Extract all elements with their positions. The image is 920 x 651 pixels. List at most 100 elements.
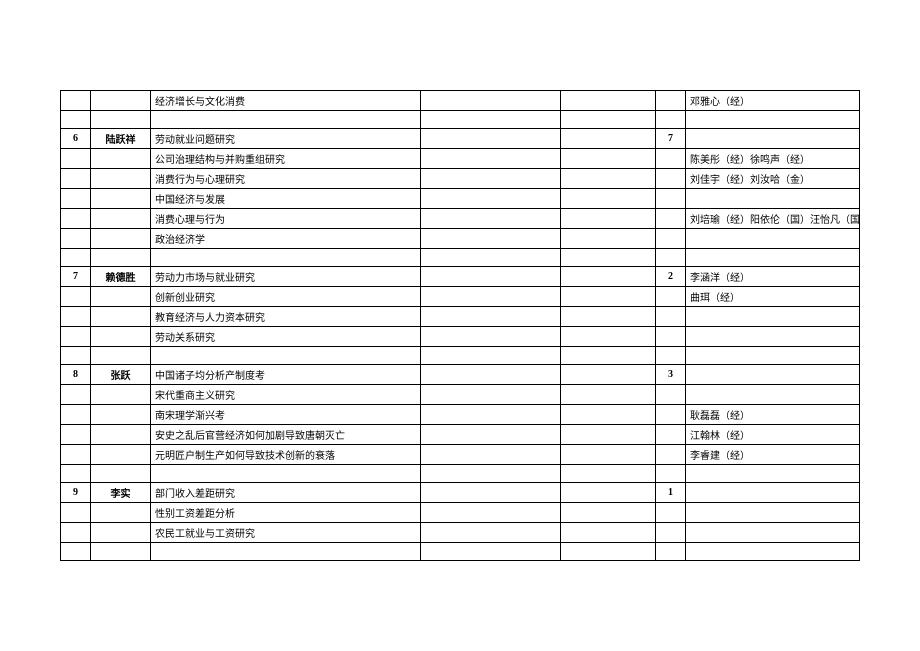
- research-topics-table: 经济增长与文化消费邓雅心（经）6陆跃祥劳动就业问题研究7公司治理结构与并购重组研…: [60, 90, 860, 561]
- cell-advisor-name: [91, 189, 151, 209]
- cell-advisor-name: 赖德胜: [91, 267, 151, 287]
- cell-count: [656, 91, 686, 111]
- cell-empty: [421, 425, 561, 445]
- cell-research-topic: 部门收入差距研究: [151, 483, 421, 503]
- cell-research-topic: 劳动就业问题研究: [151, 129, 421, 149]
- cell-advisor-name: [91, 523, 151, 543]
- cell-advisor-name: [91, 445, 151, 465]
- cell-count: 2: [656, 267, 686, 287]
- table-row: 教育经济与人力资本研究: [61, 307, 860, 327]
- cell-advisor-name: [91, 249, 151, 267]
- cell-count: [656, 523, 686, 543]
- cell-number: [61, 249, 91, 267]
- cell-count: [656, 503, 686, 523]
- cell-advisor-name: [91, 543, 151, 561]
- cell-students: [686, 327, 860, 347]
- cell-empty: [421, 91, 561, 111]
- cell-empty: [561, 209, 656, 229]
- cell-number: [61, 543, 91, 561]
- cell-empty: [421, 249, 561, 267]
- cell-students: 李睿建（经）: [686, 445, 860, 465]
- cell-empty: [421, 327, 561, 347]
- cell-students: [686, 307, 860, 327]
- table-row: 9李实部门收入差距研究1: [61, 483, 860, 503]
- cell-research-topic: 劳动关系研究: [151, 327, 421, 347]
- cell-students: 李涵洋（经）: [686, 267, 860, 287]
- table-row: 南宋理学渐兴考耿磊磊（经）: [61, 405, 860, 425]
- table-row: 8张跃中国诸子均分析产制度考3: [61, 365, 860, 385]
- cell-advisor-name: [91, 465, 151, 483]
- cell-research-topic: 公司治理结构与并购重组研究: [151, 149, 421, 169]
- cell-empty: [561, 523, 656, 543]
- cell-advisor-name: [91, 307, 151, 327]
- cell-students: [686, 347, 860, 365]
- cell-research-topic: 安史之乱后官营经济如何加剧导致唐朝灭亡: [151, 425, 421, 445]
- table-row: 消费行为与心理研究刘佳宇（经）刘汝哈（金）: [61, 169, 860, 189]
- cell-empty: [421, 149, 561, 169]
- cell-research-topic: 南宋理学渐兴考: [151, 405, 421, 425]
- cell-count: 7: [656, 129, 686, 149]
- table-row: 6陆跃祥劳动就业问题研究7: [61, 129, 860, 149]
- cell-number: [61, 327, 91, 347]
- cell-empty: [561, 189, 656, 209]
- cell-empty: [421, 523, 561, 543]
- cell-number: [61, 425, 91, 445]
- cell-count: [656, 209, 686, 229]
- cell-number: [61, 287, 91, 307]
- cell-students: [686, 249, 860, 267]
- cell-research-topic: 消费行为与心理研究: [151, 169, 421, 189]
- cell-empty: [561, 129, 656, 149]
- cell-empty: [421, 229, 561, 249]
- cell-number: [61, 209, 91, 229]
- cell-empty: [421, 405, 561, 425]
- table-row: 公司治理结构与并购重组研究 陈美彤（经）徐鸣声（经）: [61, 149, 860, 169]
- cell-empty: [421, 267, 561, 287]
- cell-empty: [561, 465, 656, 483]
- cell-advisor-name: [91, 503, 151, 523]
- cell-research-topic: [151, 249, 421, 267]
- cell-number: [61, 465, 91, 483]
- cell-empty: [421, 483, 561, 503]
- cell-empty: [561, 229, 656, 249]
- cell-number: [61, 347, 91, 365]
- cell-empty: [421, 445, 561, 465]
- cell-advisor-name: [91, 287, 151, 307]
- cell-empty: [561, 347, 656, 365]
- cell-count: 1: [656, 483, 686, 503]
- cell-research-topic: 教育经济与人力资本研究: [151, 307, 421, 327]
- table-row: 经济增长与文化消费邓雅心（经）: [61, 91, 860, 111]
- table-row: 农民工就业与工资研究: [61, 523, 860, 543]
- cell-empty: [421, 189, 561, 209]
- cell-advisor-name: [91, 169, 151, 189]
- cell-research-topic: 创新创业研究: [151, 287, 421, 307]
- cell-students: 陈美彤（经）徐鸣声（经）: [686, 149, 860, 169]
- cell-research-topic: 劳动力市场与就业研究: [151, 267, 421, 287]
- cell-empty: [561, 483, 656, 503]
- table-row: 安史之乱后官营经济如何加剧导致唐朝灭亡 江翰林（经）: [61, 425, 860, 445]
- table-row: [61, 347, 860, 365]
- cell-advisor-name: [91, 405, 151, 425]
- cell-count: [656, 189, 686, 209]
- cell-students: 江翰林（经）: [686, 425, 860, 445]
- table-row: 中国经济与发展: [61, 189, 860, 209]
- cell-students: [686, 523, 860, 543]
- table-row: [61, 249, 860, 267]
- cell-number: [61, 523, 91, 543]
- cell-count: [656, 249, 686, 267]
- cell-empty: [561, 385, 656, 405]
- cell-count: [656, 543, 686, 561]
- cell-empty: [421, 307, 561, 327]
- table-row: 政治经济学: [61, 229, 860, 249]
- cell-advisor-name: 张跃: [91, 365, 151, 385]
- cell-empty: [561, 503, 656, 523]
- cell-advisor-name: [91, 425, 151, 445]
- cell-count: 3: [656, 365, 686, 385]
- cell-empty: [421, 503, 561, 523]
- cell-advisor-name: [91, 347, 151, 365]
- cell-research-topic: 元明匠户制生产如何导致技术创新的衰落: [151, 445, 421, 465]
- cell-empty: [421, 347, 561, 365]
- cell-research-topic: 经济增长与文化消费: [151, 91, 421, 111]
- cell-empty: [561, 405, 656, 425]
- cell-empty: [421, 385, 561, 405]
- cell-number: [61, 385, 91, 405]
